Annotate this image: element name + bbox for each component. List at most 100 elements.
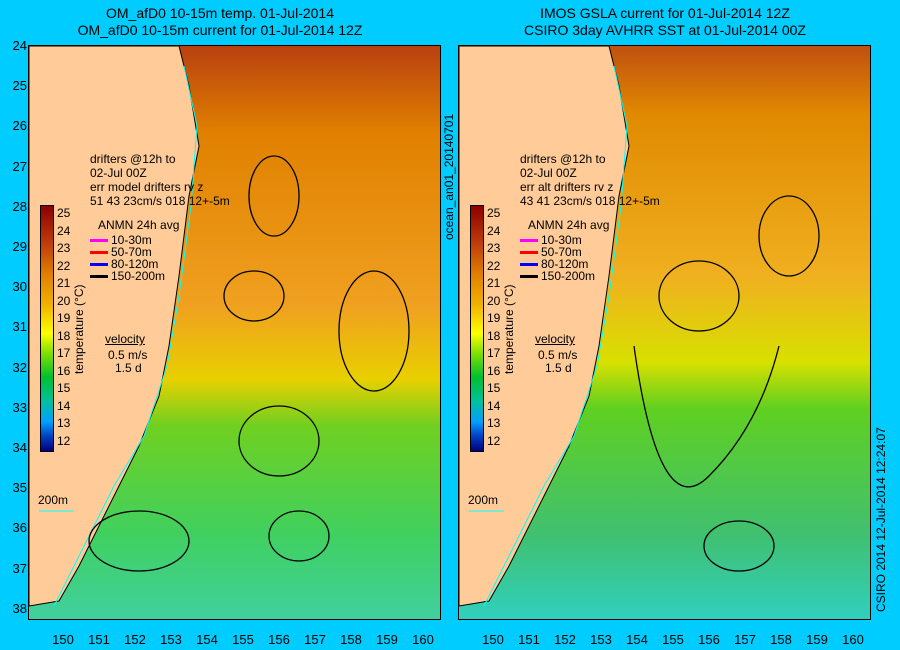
lon-label-right: 153	[590, 632, 612, 647]
colorbar-tick: 15	[57, 381, 71, 395]
lat-label: 33	[12, 399, 27, 415]
colorbar-tick: 19	[487, 311, 501, 325]
lon-label-right: 152	[554, 632, 576, 647]
left-drifter-info: drifters @12h to 02-Jul 00Z err model drif…	[90, 152, 230, 208]
legend-item: 80-120m	[520, 257, 588, 271]
lon-label-right: 159	[806, 632, 828, 647]
side-label: ocean_an01_20140701	[442, 113, 456, 240]
lat-label: 32	[12, 359, 27, 375]
legend-swatch	[90, 263, 108, 267]
lat-label: 28	[12, 198, 27, 214]
lon-label: 150	[52, 632, 74, 647]
drifter-line: err alt drifters rv z	[520, 180, 614, 194]
legend-label: 50-70m	[541, 245, 582, 259]
colorbar-tick: 22	[57, 258, 71, 273]
right-title: IMOS GSLA current for 01-Jul-2014 12Z CSI…	[445, 5, 885, 39]
right-colorbar	[470, 205, 484, 452]
colorbar-tick: 23	[487, 241, 501, 255]
legend-label: 150-200m	[541, 269, 596, 283]
colorbar-tick: 20	[57, 293, 71, 308]
legend-label: 150-200m	[111, 269, 166, 283]
lat-label: 34	[12, 440, 27, 455]
lon-label: 158	[340, 632, 362, 647]
legend-title: ANMN 24h avg	[528, 218, 610, 232]
colorbar-tick: 20	[487, 293, 501, 308]
lat-label: 36	[12, 520, 27, 536]
velocity-label: velocity	[105, 332, 146, 346]
colorbar-tick: 13	[57, 416, 71, 430]
drifter-line: err model drifters rv z	[90, 180, 204, 194]
lon-label-right: 151	[518, 632, 540, 647]
legend-item: 50-70m	[520, 245, 582, 259]
lon-label-right: 154	[626, 632, 648, 647]
lat-label: 29	[12, 239, 27, 254]
velocity-speed: 0.5 m/s	[108, 348, 148, 362]
isobath-label: 200m	[38, 493, 69, 507]
lat-label: 24	[12, 38, 27, 53]
legend-swatch	[90, 251, 108, 255]
legend-item: 10-30m	[90, 233, 152, 247]
current-eddies	[88, 155, 410, 572]
lon-label-right: 155	[662, 632, 684, 647]
lat-label: 31	[12, 319, 27, 335]
lon-label-right: 150	[482, 632, 504, 647]
legend-item: 150-200m	[520, 269, 595, 283]
right-map[interactable]	[458, 45, 871, 620]
colorbar-tick: 14	[487, 398, 501, 413]
colorbar-tick: 25	[57, 206, 71, 220]
lat-label: 30	[12, 279, 27, 295]
legend-item: 10-30m	[520, 233, 582, 247]
legend-label: 50-70m	[111, 245, 152, 259]
left-title-line-1: OM_afD0 10-15m temp. 01-Jul-2014	[106, 5, 334, 21]
drifter-line: 02-Jul 00Z	[520, 166, 577, 180]
left-title: OM_afD0 10-15m temp. 01-Jul-2014 OM_afD0 …	[0, 5, 440, 39]
colorbar-tick: 18	[57, 328, 71, 343]
drifter-line: drifters @12h to	[90, 152, 176, 166]
colorbar-tick: 21	[487, 276, 501, 290]
left-colorbar-label: temperature (°C)	[72, 284, 86, 375]
legend-title: ANMN 24h avg	[98, 218, 180, 232]
left-map[interactable]	[28, 45, 441, 620]
current-eddies	[633, 195, 820, 572]
colorbar-tick: 12	[57, 433, 71, 448]
legend-swatch	[90, 239, 108, 243]
lat-label: 25	[12, 78, 27, 94]
lon-label: 153	[160, 632, 182, 647]
left-title-line-2: OM_afD0 10-15m current for 01-Jul-2014 1…	[77, 22, 363, 38]
lon-label: 154	[196, 632, 218, 647]
legend-label: 10-30m	[111, 233, 152, 247]
colorbar-tick: 21	[57, 276, 71, 290]
isobath-200m-line	[483, 65, 628, 607]
colorbar-tick: 25	[487, 206, 501, 220]
lon-label: 156	[268, 632, 290, 647]
legend-item: 150-200m	[90, 269, 165, 283]
drifter-line: 43 41 23cm/s 018 12+-5m	[520, 194, 660, 208]
velocity-time: 1.5 d	[115, 361, 142, 375]
lon-label-right: 156	[698, 632, 720, 647]
left-colorbar	[40, 205, 54, 452]
left-map-graphic	[29, 46, 440, 619]
legend-item: 50-70m	[90, 245, 152, 259]
lon-label: 155	[232, 632, 254, 647]
colorbar-tick: 23	[57, 241, 71, 255]
right-colorbar-label: temperature (°C)	[502, 284, 516, 375]
right-title-line-2: CSIRO 3day AVHRR SST at 01-Jul-2014 00Z	[524, 22, 806, 38]
colorbar-tick: 18	[487, 328, 501, 343]
legend-label: 10-30m	[541, 233, 582, 247]
legend-swatch	[520, 239, 538, 243]
right-title-line-1: IMOS GSLA current for 01-Jul-2014 12Z	[540, 5, 790, 21]
isobath-label: 200m	[468, 493, 499, 507]
lon-label-right: 158	[770, 632, 792, 647]
colorbar-tick: 15	[487, 381, 501, 395]
colorbar-tick: 12	[487, 433, 501, 448]
lat-label: 35	[12, 480, 27, 496]
credit: CSIRO 2014 12-Jul-2014 12:24:07	[874, 427, 888, 612]
drifter-line: drifters @12h to	[520, 152, 606, 166]
legend-label: 80-120m	[111, 257, 159, 271]
right-map-graphic	[459, 46, 870, 619]
lon-label: 157	[304, 632, 326, 647]
colorbar-tick: 14	[57, 398, 71, 413]
legend-swatch	[90, 275, 108, 279]
legend-item: 80-120m	[90, 257, 158, 271]
colorbar-tick: 24	[57, 223, 71, 238]
